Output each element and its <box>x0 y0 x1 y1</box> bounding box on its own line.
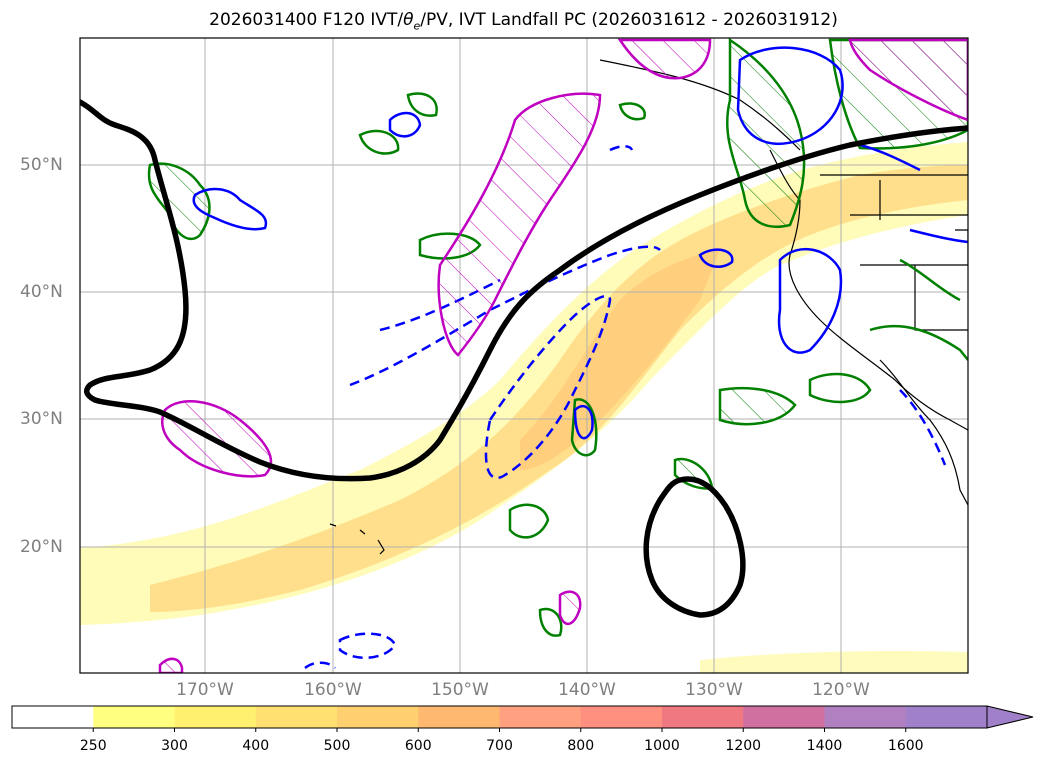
colorbar-tick-label: 1200 <box>725 738 762 754</box>
pv-contours <box>192 46 968 440</box>
map-gridlines <box>80 38 968 673</box>
lon-label-130w: 130°W <box>685 680 743 700</box>
lon-label-140w: 140°W <box>558 680 616 700</box>
ivt-shading <box>80 142 968 673</box>
colorbar-tick-label: 1400 <box>806 738 843 754</box>
colorbar-tick-label: 1000 <box>644 738 680 754</box>
ivt-landfall-contours <box>80 99 968 618</box>
colorbar-tick-label: 250 <box>79 738 107 754</box>
colorbar-tick-label: 300 <box>161 738 188 754</box>
lat-label-30n: 30°N <box>20 409 63 429</box>
lat-label-50n: 50°N <box>20 155 63 175</box>
colorbar-tick-label: 600 <box>404 738 432 754</box>
lon-label-170w: 170°W <box>176 680 234 700</box>
colorbar-tick-label: 700 <box>486 738 513 754</box>
colorbar-tick-label: 500 <box>323 738 351 754</box>
map-title: 2026031400 F120 IVT/θe/PV, IVT Landfall … <box>209 10 838 33</box>
colorbar-tick-label: 800 <box>567 738 595 754</box>
lon-label-160w: 160°W <box>304 680 362 700</box>
theta-e-contours <box>147 38 968 637</box>
colorbar-tick-label: 400 <box>242 738 270 754</box>
lon-label-120w: 120°W <box>812 680 870 700</box>
lat-label-20n: 20°N <box>20 537 63 557</box>
lat-label-40n: 40°N <box>20 282 63 302</box>
map-frame <box>79 37 969 674</box>
colorbar-tick-label: 1600 <box>887 738 924 754</box>
lon-label-150w: 150°W <box>431 680 489 700</box>
